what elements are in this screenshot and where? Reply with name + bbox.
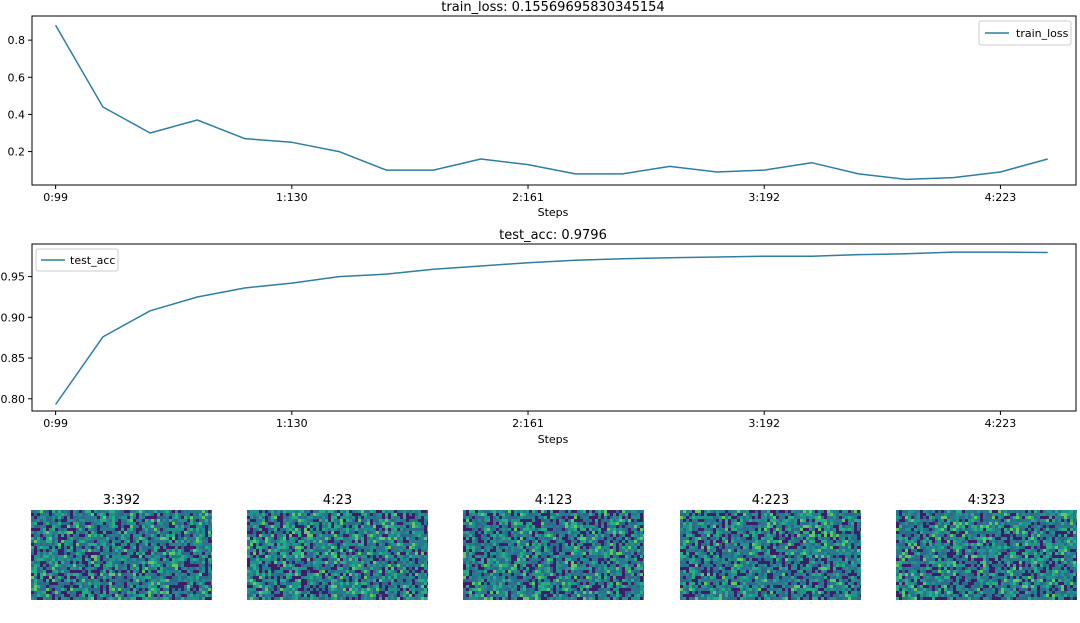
test-acc-plot-area: 0:99 1:130 2:161 3:192 4:223 0.80 0.85 0.90 0.95 <box>1 251 1050 430</box>
train-loss-ytick-label: 0.4 <box>8 108 26 121</box>
weight-image-noise <box>680 510 861 600</box>
test-acc-data-point <box>621 257 624 260</box>
train-loss-xlabel: Steps <box>538 206 569 219</box>
train-loss-data-point <box>196 119 199 122</box>
test-acc-ytick-label: 0.80 <box>1 393 26 406</box>
train-loss-data-point <box>243 137 246 140</box>
train-loss-axes-frame <box>32 16 1076 185</box>
test-acc-data-point <box>668 256 671 259</box>
test-acc-data-point <box>904 252 907 255</box>
weight-image-panel: 4:23 <box>247 493 428 600</box>
train-loss-series-line <box>56 25 1048 179</box>
test-acc-data-point <box>763 255 766 258</box>
test-acc-data-point <box>574 259 577 262</box>
test-acc-data-point <box>810 255 813 258</box>
train-loss-legend-label: train_loss <box>1016 27 1069 40</box>
train-loss-ytick-label: 0.8 <box>8 34 26 47</box>
weight-image-title: 4:23 <box>323 493 352 508</box>
test-acc-data-point <box>952 251 955 254</box>
train-loss-data-point <box>432 169 435 172</box>
test-acc-xtick-label: 1:130 <box>276 417 308 430</box>
test-acc-series-line <box>56 252 1048 404</box>
test-acc-data-point <box>1046 251 1049 254</box>
weight-image-panel: 3:392 <box>31 493 212 600</box>
test-acc-data-point <box>243 286 246 289</box>
test-acc-xtick-label: 2:161 <box>512 417 544 430</box>
test-acc-data-point <box>432 268 435 271</box>
test-acc-ytick-label: 0.85 <box>1 352 26 365</box>
test-acc-data-point <box>857 253 860 256</box>
test-acc-legend-label: test_acc <box>70 254 115 267</box>
weight-image-noise <box>247 510 428 600</box>
weight-image-noise <box>896 510 1077 600</box>
train-loss-xtick-label: 4:223 <box>985 191 1017 204</box>
weight-image-panel: 4:223 <box>680 493 861 600</box>
test-acc-chart: test_acc: 0.9796 0:99 1:130 2:161 3:192 4:22… <box>1 228 1077 446</box>
test-acc-data-point <box>338 275 341 278</box>
test-acc-xtick-label: 4:223 <box>985 417 1017 430</box>
test-acc-xtick-label: 0:99 <box>43 417 68 430</box>
test-acc-legend: test_acc <box>36 249 118 271</box>
test-acc-data-point <box>54 403 57 406</box>
train-loss-ytick-label: 0.6 <box>8 71 26 84</box>
test-acc-data-point <box>527 261 530 264</box>
test-acc-title: test_acc: 0.9796 <box>499 228 607 243</box>
weight-image-title: 4:323 <box>968 493 1005 508</box>
train-loss-data-point <box>101 106 104 109</box>
train-loss-data-point <box>904 178 907 181</box>
train-loss-data-point <box>574 172 577 175</box>
train-loss-data-point <box>338 150 341 153</box>
test-acc-ytick-label: 0.95 <box>1 271 26 284</box>
train-loss-data-point <box>668 165 671 168</box>
train-loss-data-point <box>952 176 955 179</box>
test-acc-data-point <box>290 282 293 285</box>
train-loss-chart: train_loss: 0.15569695830345154 0:99 1:13… <box>8 0 1077 219</box>
test-acc-xtick-label: 3:192 <box>748 417 780 430</box>
train-loss-data-point <box>999 171 1002 174</box>
train-loss-plot-area: 0:99 1:130 2:161 3:192 4:223 0.2 0.4 0.6 0.8 <box>8 24 1050 204</box>
train-loss-data-point <box>385 169 388 172</box>
weight-image-title: 4:123 <box>535 493 572 508</box>
test-acc-data-point <box>385 273 388 276</box>
train-loss-data-point <box>479 158 482 161</box>
weight-image-noise <box>463 510 644 600</box>
train-loss-title: train_loss: 0.15569695830345154 <box>441 0 664 15</box>
train-loss-data-point <box>621 172 624 175</box>
test-acc-data-point <box>101 335 104 338</box>
weight-image-noise <box>31 510 212 600</box>
train-loss-data-point <box>857 172 860 175</box>
train-loss-legend: train_loss <box>979 21 1071 45</box>
train-loss-xtick-label: 1:130 <box>276 191 308 204</box>
train-loss-data-point <box>527 163 530 166</box>
test-acc-data-point <box>149 309 152 312</box>
train-loss-data-point <box>1046 158 1049 161</box>
train-loss-data-point <box>54 24 57 27</box>
weight-image-title: 3:392 <box>103 493 140 508</box>
train-loss-data-point <box>149 132 152 135</box>
train-loss-xtick-label: 0:99 <box>43 191 68 204</box>
test-acc-data-point <box>196 295 199 298</box>
weight-images: 3:392 4:23 4:123 4:223 4:323 <box>31 493 1077 600</box>
test-acc-data-point <box>715 256 718 259</box>
train-loss-xtick-label: 2:161 <box>512 191 544 204</box>
test-acc-data-point <box>999 251 1002 254</box>
weight-image-title: 4:223 <box>752 493 789 508</box>
train-loss-xtick-label: 3:192 <box>748 191 780 204</box>
test-acc-xlabel: Steps <box>538 433 569 446</box>
weight-image-panel: 4:323 <box>896 493 1077 600</box>
train-loss-data-point <box>715 171 718 174</box>
train-loss-data-point <box>290 141 293 144</box>
train-loss-data-point <box>763 169 766 172</box>
train-loss-data-point <box>810 161 813 164</box>
weight-image-panel: 4:123 <box>463 493 644 600</box>
test-acc-axes-frame <box>32 244 1076 411</box>
train-loss-ytick-label: 0.2 <box>8 146 26 159</box>
test-acc-data-point <box>479 264 482 267</box>
test-acc-ytick-label: 0.90 <box>1 311 26 324</box>
